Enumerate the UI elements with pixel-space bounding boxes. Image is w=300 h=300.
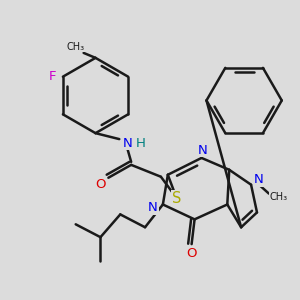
Text: O: O <box>186 247 197 260</box>
Text: N: N <box>254 173 264 186</box>
Text: O: O <box>95 178 106 191</box>
Text: N: N <box>198 143 207 157</box>
Text: S: S <box>172 191 182 206</box>
Text: F: F <box>49 70 57 83</box>
Text: N: N <box>122 136 132 150</box>
Text: H: H <box>136 136 146 150</box>
Text: CH₃: CH₃ <box>67 42 85 52</box>
Text: CH₃: CH₃ <box>270 192 288 202</box>
Text: N: N <box>148 201 158 214</box>
